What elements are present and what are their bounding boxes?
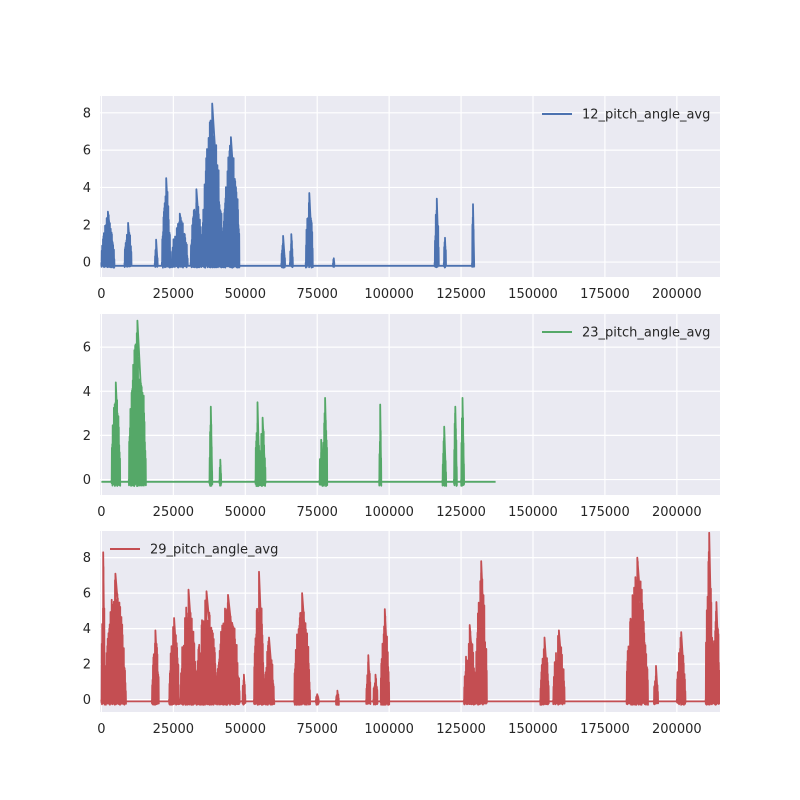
x-tick-label: 75000 [297, 722, 338, 737]
y-tick-label: 2 [83, 429, 91, 444]
y-tick-label: 0 [83, 256, 91, 271]
y-tick-label: 4 [83, 385, 91, 400]
series-line-29_pitch_angle_avg [100, 531, 720, 706]
y-tick-label: 6 [83, 144, 91, 159]
x-tick-label: 150000 [508, 722, 558, 737]
x-tick-label: 175000 [580, 505, 630, 520]
x-tick-label: 200000 [652, 287, 702, 302]
x-tick-label: 0 [97, 505, 105, 520]
x-tick-label: 25000 [153, 722, 194, 737]
x-tick-label: 0 [97, 287, 105, 302]
x-tick-label: 150000 [508, 287, 558, 302]
x-tick-label: 125000 [436, 505, 486, 520]
y-tick-label: 0 [83, 693, 91, 708]
legend: 23_pitch_angle_avg [542, 326, 710, 341]
x-tick-label: 200000 [652, 505, 702, 520]
x-tick-label: 100000 [364, 722, 414, 737]
x-tick-label: 125000 [436, 287, 486, 302]
subplot-1: 0 25000 50000 75000 100000 125000 150000 175000… [83, 96, 720, 302]
x-tick-label: 0 [97, 722, 105, 737]
series-line-23_pitch_angle_avg [101, 319, 496, 488]
x-tick-label: 50000 [225, 722, 266, 737]
legend: 12_pitch_angle_avg [542, 108, 710, 123]
x-tick-label: 25000 [153, 505, 194, 520]
legend-label: 29_pitch_angle_avg [150, 543, 278, 558]
y-tick-label: 4 [83, 181, 91, 196]
x-tick-label: 150000 [508, 505, 558, 520]
subplot-3: 0 25000 50000 75000 100000 125000 150000 175000… [83, 531, 720, 737]
x-tick-label: 75000 [297, 287, 338, 302]
legend: 29_pitch_angle_avg [110, 543, 278, 558]
x-tick-label: 50000 [225, 505, 266, 520]
x-tick-label: 75000 [297, 505, 338, 520]
legend-label: 23_pitch_angle_avg [582, 326, 710, 341]
x-tick-label: 100000 [364, 505, 414, 520]
x-tick-label: 125000 [436, 722, 486, 737]
x-tick-label: 25000 [153, 287, 194, 302]
x-tick-label: 175000 [580, 722, 630, 737]
x-tick-label: 50000 [225, 287, 266, 302]
y-tick-label: 6 [83, 341, 91, 356]
y-tick-label: 8 [83, 551, 91, 566]
series-line-12_pitch_angle_avg [100, 102, 476, 269]
plot-area [100, 314, 720, 495]
y-tick-label: 4 [83, 622, 91, 637]
y-tick-label: 2 [83, 658, 91, 673]
x-tick-label: 100000 [364, 287, 414, 302]
y-tick-label: 6 [83, 587, 91, 602]
y-tick-label: 8 [83, 106, 91, 121]
x-tick-label: 200000 [652, 722, 702, 737]
y-tick-label: 2 [83, 218, 91, 233]
x-tick-label: 175000 [580, 287, 630, 302]
legend-label: 12_pitch_angle_avg [582, 108, 710, 123]
subplot-2: 0 25000 50000 75000 100000 125000 150000 175000… [83, 314, 720, 520]
y-tick-label: 0 [83, 473, 91, 488]
